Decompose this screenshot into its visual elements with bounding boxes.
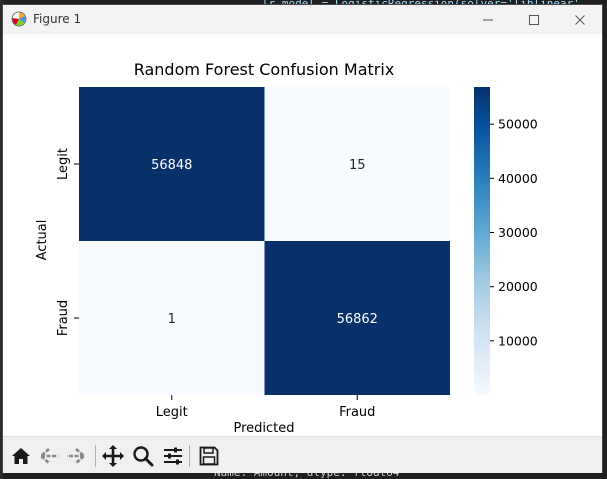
heatmap-cell xyxy=(264,241,450,395)
colorbar xyxy=(474,87,490,395)
close-button[interactable] xyxy=(557,5,603,34)
x-axis-label: Predicted xyxy=(233,421,294,436)
y-tick-label: Fraud xyxy=(56,300,71,336)
heatmap-cell xyxy=(79,241,265,395)
colorbar-tick-label: 20000 xyxy=(498,279,538,294)
cell-value-label: 1 xyxy=(168,312,176,327)
matplotlib-app-icon xyxy=(11,11,27,27)
close-icon xyxy=(575,14,585,25)
window-title: Figure 1 xyxy=(33,12,82,26)
zoom-icon xyxy=(133,446,154,467)
heatmap-cell xyxy=(79,87,265,241)
toolbar-separator xyxy=(95,445,96,467)
zoom-button[interactable] xyxy=(130,444,156,468)
cell-value-label: 15 xyxy=(349,158,366,173)
colorbar-tick-label: 40000 xyxy=(498,171,538,186)
x-tick-label: Legit xyxy=(156,405,188,420)
cell-value-label: 56862 xyxy=(337,312,378,327)
forward-icon xyxy=(67,448,86,464)
navigation-toolbar xyxy=(3,436,602,473)
toolbar-separator xyxy=(189,445,190,467)
save-button[interactable] xyxy=(196,444,222,468)
minimize-icon xyxy=(483,19,493,20)
pan-button[interactable] xyxy=(100,444,126,468)
confusion-matrix-chart: Random Forest Confusion Matrix 56848 15 1 5… xyxy=(35,60,538,436)
chart-title: Random Forest Confusion Matrix xyxy=(134,60,395,79)
minimize-button[interactable] xyxy=(465,5,511,34)
colorbar-tick-label: 10000 xyxy=(498,333,538,348)
cell-value-label: 56848 xyxy=(151,158,192,173)
home-button[interactable] xyxy=(8,444,34,468)
colorbar-tick-label: 50000 xyxy=(498,117,538,132)
pan-icon xyxy=(102,445,124,467)
back-icon xyxy=(39,448,58,464)
home-icon xyxy=(12,448,30,464)
configure-icon xyxy=(164,447,182,465)
forward-button[interactable] xyxy=(63,444,89,468)
configure-button[interactable] xyxy=(160,444,186,468)
back-button[interactable] xyxy=(36,444,62,468)
maximize-icon xyxy=(529,14,539,25)
save-icon xyxy=(199,446,219,466)
figure-canvas[interactable]: Random Forest Confusion Matrix 56848 15 1 5… xyxy=(3,34,602,436)
x-tick-label: Fraud xyxy=(339,405,375,420)
y-axis-label: Actual xyxy=(35,220,50,261)
heatmap-cell xyxy=(264,87,450,241)
y-tick-label: Legit xyxy=(56,148,71,180)
colorbar-tick-label: 30000 xyxy=(498,225,538,240)
maximize-button[interactable] xyxy=(511,5,557,34)
figure-window: Figure 1 xyxy=(2,4,603,473)
title-bar[interactable]: Figure 1 xyxy=(3,5,602,34)
